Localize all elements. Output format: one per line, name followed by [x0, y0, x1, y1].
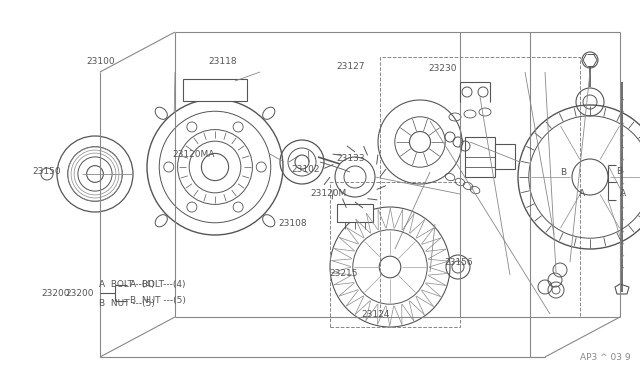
Text: 23200: 23200	[65, 289, 93, 298]
Text: 23120M: 23120M	[310, 189, 347, 198]
Text: 23108: 23108	[278, 219, 307, 228]
Text: B  NUT ---(5): B NUT ---(5)	[99, 299, 155, 308]
Text: 23118: 23118	[208, 57, 237, 66]
Text: 23150: 23150	[32, 167, 61, 176]
Text: 23230: 23230	[429, 64, 458, 73]
Text: A: A	[620, 189, 626, 199]
Text: 23127: 23127	[336, 62, 365, 71]
FancyBboxPatch shape	[465, 137, 495, 177]
Text: B  NUT ---(5): B NUT ---(5)	[130, 296, 186, 305]
Text: 23200: 23200	[42, 289, 70, 298]
Text: A: A	[579, 189, 586, 198]
Text: AP3 ^ 03 9: AP3 ^ 03 9	[580, 353, 630, 362]
FancyBboxPatch shape	[495, 144, 515, 169]
FancyBboxPatch shape	[183, 79, 247, 101]
Text: 23156: 23156	[445, 258, 474, 267]
Text: 23133: 23133	[336, 154, 365, 163]
Text: 23100: 23100	[86, 57, 115, 66]
Text: A  BOLT---(4): A BOLT---(4)	[99, 280, 155, 289]
FancyBboxPatch shape	[337, 204, 373, 222]
Text: 23120MA: 23120MA	[173, 150, 215, 159]
Text: 23124: 23124	[362, 310, 390, 319]
Text: B: B	[616, 167, 622, 176]
Text: 23215: 23215	[330, 269, 358, 278]
Text: A  BOLT---(4): A BOLT---(4)	[130, 280, 186, 289]
Text: 23102: 23102	[291, 165, 320, 174]
Text: B: B	[560, 169, 566, 177]
